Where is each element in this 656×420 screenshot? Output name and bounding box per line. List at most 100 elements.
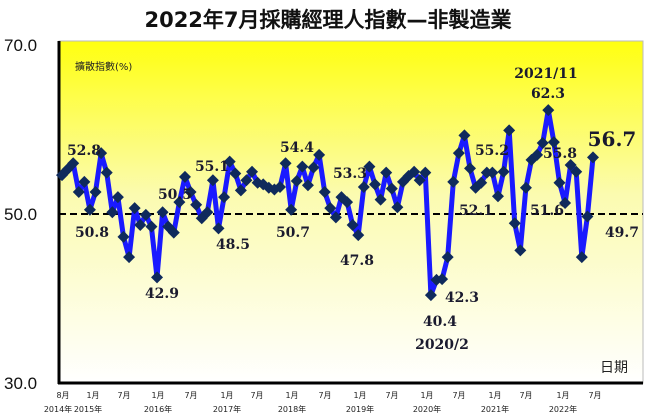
data-point xyxy=(190,198,203,211)
data-point xyxy=(581,210,594,223)
data-point xyxy=(273,180,286,193)
data-point xyxy=(587,151,599,164)
x-tick-month: 1月 xyxy=(151,391,164,400)
data-point xyxy=(279,157,292,170)
x-tick-year: 2016年 xyxy=(144,404,172,414)
data-label: 48.5 xyxy=(216,237,250,253)
data-point xyxy=(95,147,108,160)
data-point xyxy=(246,165,259,178)
data-label: 50.5 xyxy=(158,187,192,203)
data-point xyxy=(436,273,449,286)
data-point xyxy=(128,202,141,215)
data-label: 51.6 xyxy=(530,203,564,219)
data-point xyxy=(223,155,236,168)
data-point xyxy=(123,251,136,264)
data-point xyxy=(240,174,253,187)
x-tick-month: 1月 xyxy=(220,391,233,400)
data-label: 50.8 xyxy=(75,225,109,241)
x-tick-month: 7月 xyxy=(519,391,532,400)
x-tick-month: 7月 xyxy=(250,391,263,400)
data-point xyxy=(419,166,432,179)
data-point xyxy=(475,176,488,189)
data-point xyxy=(508,217,521,230)
data-point xyxy=(100,166,113,179)
data-point xyxy=(570,165,583,178)
data-point xyxy=(547,136,560,149)
x-tick-year: 2017年 xyxy=(213,404,241,414)
data-point xyxy=(318,186,331,199)
data-point xyxy=(363,160,376,173)
data-label: 62.3 xyxy=(531,86,565,102)
data-point xyxy=(89,186,102,199)
data-point xyxy=(357,180,370,193)
x-tick-year: 2014年 xyxy=(44,404,72,414)
data-point xyxy=(151,271,164,284)
data-label: 52.1 xyxy=(459,203,493,219)
data-point xyxy=(452,147,465,160)
x-tick-month: 1月 xyxy=(420,391,433,400)
data-point xyxy=(352,229,365,242)
data-point xyxy=(145,220,158,233)
data-point xyxy=(78,175,91,188)
data-point xyxy=(201,206,214,219)
data-point xyxy=(167,226,180,239)
y-tick-label: 30.0 xyxy=(4,374,37,393)
data-point xyxy=(83,203,96,216)
data-label: 40.4 xyxy=(423,314,457,330)
data-point xyxy=(408,165,421,178)
data-point xyxy=(553,176,566,189)
data-point xyxy=(139,208,152,221)
data-label: 49.7 xyxy=(605,225,639,241)
data-point xyxy=(346,218,359,231)
x-tick-month: 7月 xyxy=(318,391,331,400)
x-tick-month: 1月 xyxy=(285,391,298,400)
data-point xyxy=(380,166,393,179)
x-tick-month: 1月 xyxy=(353,391,366,400)
x-tick-month: 1月 xyxy=(556,391,569,400)
data-label: 2020/2 xyxy=(415,337,469,353)
data-point xyxy=(374,193,387,206)
data-point xyxy=(296,160,309,173)
x-tick-year: 2022年 xyxy=(549,404,577,414)
x-tick-year: 2019年 xyxy=(346,404,374,414)
x-tick-month: 1月 xyxy=(86,391,99,400)
data-point xyxy=(206,174,219,187)
data-label: 52.8 xyxy=(67,143,101,159)
data-point xyxy=(173,196,186,209)
data-point xyxy=(385,182,398,195)
data-point xyxy=(212,222,225,235)
data-label: 55.1 xyxy=(195,159,229,175)
data-point xyxy=(519,181,532,194)
data-label: 50.7 xyxy=(276,225,310,241)
data-point xyxy=(424,289,437,302)
data-point xyxy=(67,157,80,170)
data-label: 42.3 xyxy=(445,290,479,306)
x-tick-month: 7月 xyxy=(385,391,398,400)
data-label: 47.8 xyxy=(340,253,374,269)
x-tick-year: 2018年 xyxy=(278,404,306,414)
x-tick-month: 7月 xyxy=(184,391,197,400)
x-tick-month: 7月 xyxy=(452,391,465,400)
x-tick-year: 2021年 xyxy=(481,404,509,414)
data-point xyxy=(111,191,124,204)
data-point xyxy=(313,148,326,161)
data-point xyxy=(134,218,147,231)
data-point xyxy=(329,211,342,224)
data-point xyxy=(564,158,577,171)
data-point xyxy=(324,202,337,215)
data-label: 53.3 xyxy=(333,166,367,182)
y-tick-label: 50.0 xyxy=(4,205,37,224)
data-label: 55.8 xyxy=(543,146,577,162)
x-tick-month: 7月 xyxy=(117,391,130,400)
data-label: 56.7 xyxy=(588,127,637,151)
data-point xyxy=(413,174,426,187)
data-point xyxy=(497,165,510,178)
data-point xyxy=(542,104,555,117)
data-point xyxy=(447,175,460,188)
x-axis-label: 日期 xyxy=(600,360,628,376)
x-tick-year: 2020年 xyxy=(413,404,441,414)
y-tick-label: 70.0 xyxy=(4,36,37,55)
data-point xyxy=(290,175,303,188)
data-point xyxy=(514,244,527,257)
data-point xyxy=(559,197,572,210)
